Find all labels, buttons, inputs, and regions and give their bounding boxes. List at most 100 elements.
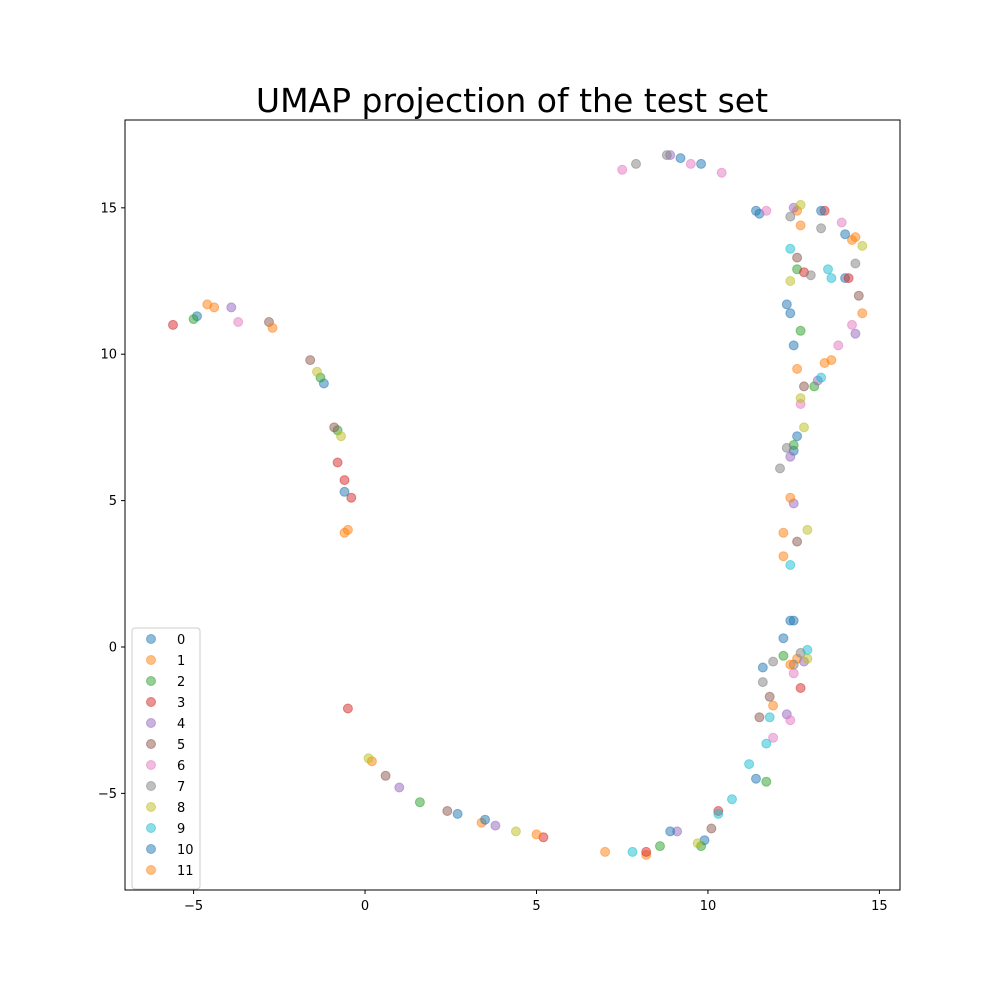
series-11 bbox=[202, 220, 868, 857]
data-point bbox=[631, 158, 641, 169]
data-point bbox=[510, 826, 521, 837]
data-point bbox=[768, 656, 779, 667]
legend-label: 1 bbox=[177, 654, 185, 669]
data-point bbox=[785, 451, 796, 462]
data-point bbox=[363, 753, 374, 764]
y-tick-label: 15 bbox=[100, 201, 117, 216]
data-point bbox=[233, 317, 244, 327]
data-point bbox=[761, 776, 772, 787]
data-point bbox=[685, 158, 696, 169]
legend-label: 0 bbox=[177, 633, 185, 648]
x-tick-label: 10 bbox=[700, 899, 717, 914]
legend-label: 9 bbox=[177, 822, 185, 837]
legend-label: 2 bbox=[177, 675, 185, 690]
data-point bbox=[799, 381, 809, 392]
data-point bbox=[795, 199, 806, 210]
data-point bbox=[802, 524, 813, 535]
x-axis: −5 0 5 10 15 bbox=[184, 890, 888, 914]
legend: 0 1 2 3 4 5 6 7 8 9 10 11 bbox=[131, 627, 201, 890]
plot-frame bbox=[124, 119, 901, 891]
data-point bbox=[692, 838, 703, 849]
legend-marker bbox=[146, 634, 156, 644]
data-point bbox=[329, 422, 340, 433]
data-point bbox=[778, 633, 789, 644]
data-point bbox=[312, 366, 322, 377]
data-point bbox=[696, 158, 707, 169]
data-point bbox=[836, 217, 847, 228]
data-point bbox=[785, 276, 796, 286]
data-point bbox=[675, 153, 686, 164]
data-point bbox=[795, 325, 806, 336]
data-point bbox=[850, 258, 861, 269]
data-point bbox=[627, 846, 638, 857]
data-point bbox=[713, 808, 724, 819]
legend-item: 4 bbox=[146, 717, 185, 732]
data-point bbox=[853, 290, 864, 301]
data-point bbox=[764, 691, 775, 702]
data-point bbox=[785, 715, 796, 726]
series-4 bbox=[226, 150, 861, 837]
data-point bbox=[778, 650, 789, 661]
data-point bbox=[781, 299, 792, 310]
data-point bbox=[788, 668, 799, 679]
legend-label: 7 bbox=[177, 780, 185, 795]
legend-marker bbox=[146, 655, 156, 665]
data-point bbox=[857, 308, 868, 319]
data-point bbox=[342, 703, 353, 714]
data-point bbox=[754, 712, 765, 723]
data-point bbox=[617, 164, 628, 175]
data-point bbox=[785, 243, 796, 254]
y-axis: −5 0 5 10 15 bbox=[98, 201, 125, 802]
data-point bbox=[792, 431, 803, 442]
legend-marker bbox=[146, 697, 156, 707]
data-point bbox=[768, 732, 779, 743]
data-point bbox=[380, 770, 391, 781]
data-point bbox=[792, 363, 803, 374]
legend-label: 10 bbox=[177, 843, 194, 858]
legend-item: 7 bbox=[146, 780, 185, 795]
data-point bbox=[799, 422, 809, 433]
legend-label: 5 bbox=[177, 738, 185, 753]
data-point bbox=[706, 823, 717, 834]
data-point bbox=[850, 232, 861, 243]
data-point bbox=[442, 806, 453, 816]
legend-marker bbox=[146, 676, 156, 686]
data-point bbox=[785, 308, 796, 319]
data-point bbox=[785, 659, 796, 670]
legend-item: 1 bbox=[146, 654, 185, 669]
data-point bbox=[757, 677, 768, 688]
data-point bbox=[778, 551, 789, 562]
data-point bbox=[802, 653, 813, 664]
x-tick-label: 5 bbox=[532, 899, 540, 914]
data-point bbox=[655, 841, 665, 852]
legend-item: 0 bbox=[146, 633, 185, 648]
data-point bbox=[226, 302, 237, 313]
data-point bbox=[768, 700, 779, 711]
data-point bbox=[394, 782, 405, 793]
legend-marker bbox=[146, 739, 156, 749]
data-point bbox=[346, 492, 357, 503]
data-point bbox=[751, 773, 761, 784]
x-tick-label: −5 bbox=[184, 899, 203, 914]
data-point bbox=[339, 486, 350, 497]
data-point bbox=[802, 644, 813, 655]
x-tick-label: 15 bbox=[871, 899, 888, 914]
data-point bbox=[843, 273, 854, 284]
data-point bbox=[727, 794, 737, 805]
legend-item: 8 bbox=[146, 801, 185, 816]
data-point bbox=[785, 560, 796, 570]
legend-label: 6 bbox=[177, 759, 185, 774]
series-6 bbox=[233, 158, 857, 743]
data-point bbox=[480, 814, 491, 825]
data-point bbox=[665, 826, 676, 837]
data-point bbox=[751, 205, 761, 216]
data-point bbox=[267, 322, 278, 333]
data-point bbox=[761, 738, 772, 749]
data-point bbox=[857, 240, 868, 251]
data-point bbox=[792, 252, 803, 263]
series-7 bbox=[631, 150, 861, 688]
data-point bbox=[342, 524, 353, 535]
y-tick-label: −5 bbox=[98, 787, 117, 802]
series-5 bbox=[264, 252, 864, 834]
legend-marker bbox=[146, 760, 156, 770]
